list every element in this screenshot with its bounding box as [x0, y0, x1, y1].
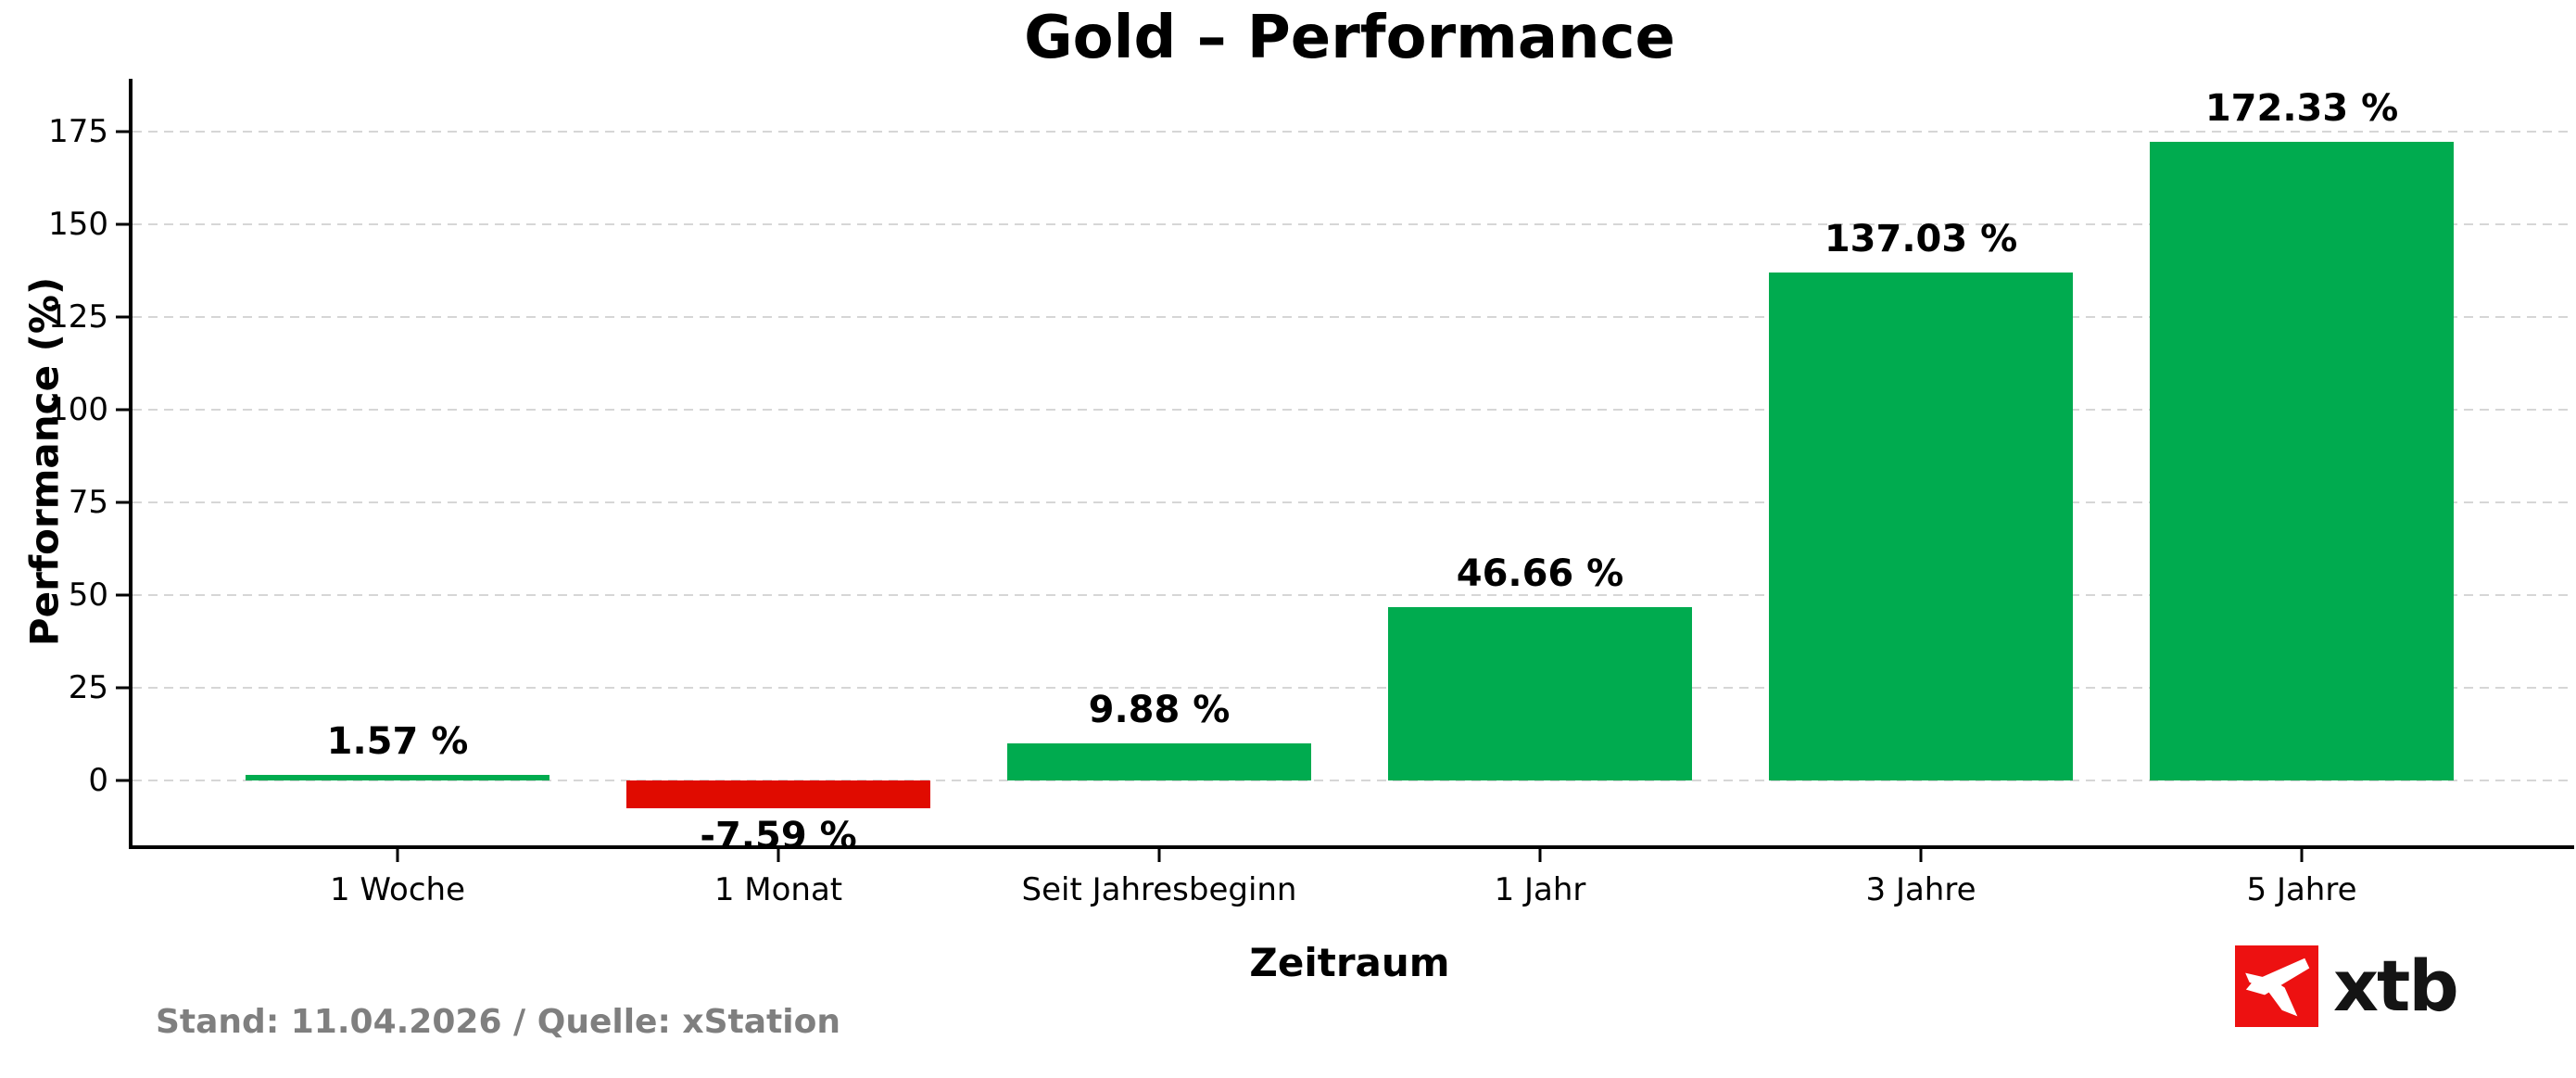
x-tick-label: Seit Jahresbeginn: [1021, 871, 1297, 908]
y-tick-mark: [116, 686, 130, 690]
bar: [626, 780, 930, 809]
plot-area: 0 25 50 75 100 125 150 175 1.57 % 1 Woche -7.59 % 1…: [48, 79, 2574, 908]
bar: [1007, 743, 1311, 780]
x-tick-mark: [2300, 849, 2304, 862]
x-tick-label: 3 Jahre: [1865, 871, 1976, 908]
y-tick-label: 50: [68, 577, 108, 614]
y-tick-mark: [116, 779, 130, 782]
y-tick-mark: [116, 222, 130, 226]
x-tick-mark: [396, 849, 399, 862]
bar: [1388, 607, 1692, 780]
gridline: [133, 780, 2574, 781]
y-tick-label: 125: [48, 298, 108, 336]
y-tick-mark: [116, 408, 130, 412]
xtb-logo: xtb: [2235, 945, 2459, 1027]
xtb-logo-badge: [2235, 945, 2318, 1027]
x-tick-mark: [1157, 849, 1161, 862]
gridline: [133, 594, 2574, 596]
y-tick-label: 100: [48, 391, 108, 428]
y-tick-mark: [116, 593, 130, 597]
x-tick-mark: [777, 849, 780, 862]
x-tick-label: 1 Jahr: [1494, 871, 1586, 908]
y-tick-label: 75: [68, 484, 108, 521]
y-tick-label: 175: [48, 113, 108, 150]
x-tick-label: 1 Monat: [713, 871, 843, 908]
gridline: [133, 316, 2574, 318]
bar-value-label: 46.66 %: [1456, 552, 1624, 596]
gridline: [133, 131, 2574, 133]
x-tick-label: 1 Woche: [329, 871, 466, 908]
xtb-logo-text: xtb: [2333, 945, 2459, 1027]
bar-value-label: 1.57 %: [326, 719, 469, 763]
y-tick-label: 0: [88, 762, 108, 799]
x-axis-label: Zeitraum: [1249, 940, 1450, 985]
chart-title: Gold – Performance: [1024, 4, 1675, 72]
gridline: [133, 687, 2574, 689]
y-tick-mark: [116, 501, 130, 504]
bar: [246, 774, 549, 780]
bar-value-label: 137.03 %: [1824, 217, 2018, 260]
xtb-x-icon: [2245, 958, 2310, 1017]
y-tick-label: 25: [68, 669, 108, 706]
gridline: [133, 223, 2574, 225]
bar: [2150, 141, 2454, 780]
gridline: [133, 501, 2574, 503]
x-tick-mark: [1538, 849, 1542, 862]
gridline: [133, 409, 2574, 411]
x-tick-mark: [1919, 849, 1923, 862]
y-tick-mark: [116, 130, 130, 133]
x-tick-label: 5 Jahre: [2246, 871, 2357, 908]
bar-value-label: 172.33 %: [2204, 86, 2399, 130]
source-note: Stand: 11.04.2026 / Quelle: xStation: [156, 1003, 840, 1041]
bar-value-label: 9.88 %: [1088, 689, 1231, 732]
y-tick-label: 150: [48, 206, 108, 243]
y-tick-mark: [116, 315, 130, 319]
bar: [1769, 272, 2073, 780]
